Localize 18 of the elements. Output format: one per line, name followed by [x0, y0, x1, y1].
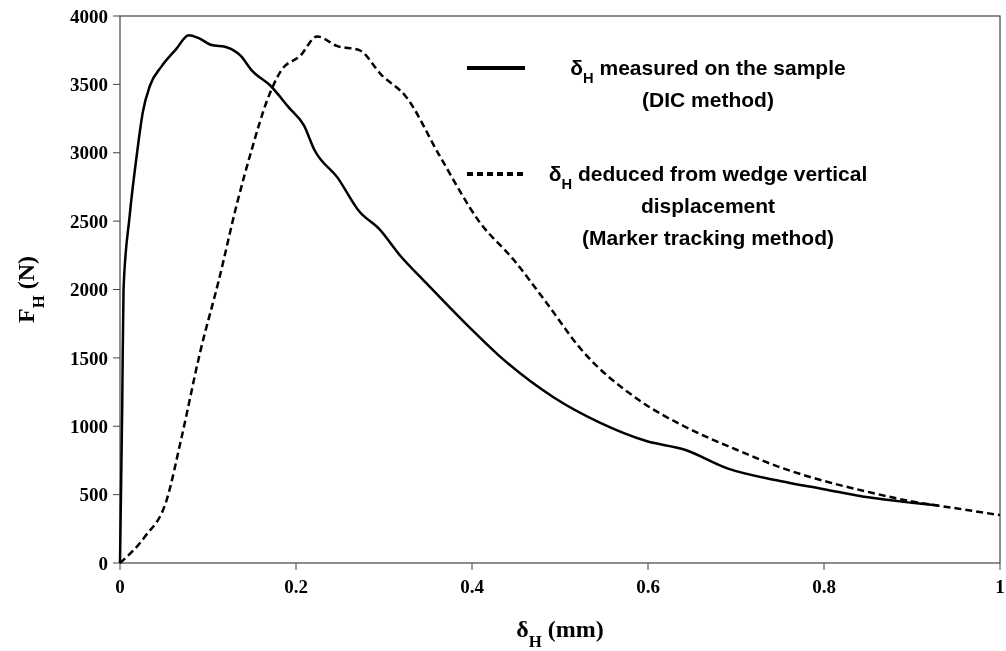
y-tick-label: 3000	[70, 142, 108, 164]
x-tick-label: 0.2	[284, 576, 308, 597]
y-tick-label: 3500	[70, 74, 108, 96]
x-tick-label: 0.4	[460, 576, 485, 597]
y-tick-label: 1000	[70, 415, 108, 437]
x-axis-title: δ$_{H}$ (mm)	[516, 616, 604, 651]
y-tick-label: 0	[98, 552, 108, 574]
legend-label: δ$_{H}$ deduced from wedge vertical displacement (Marker tracking method)	[548, 162, 868, 249]
legend-label: δ$_{H}$ measured on the sample (DIC method)	[570, 56, 846, 111]
y-tick-label: 1500	[70, 347, 108, 369]
y-tick-label: 2500	[70, 210, 108, 232]
x-tick-label: 1	[995, 576, 1005, 597]
y-tick-label: 500	[79, 484, 108, 506]
x-tick-label: 0.8	[812, 576, 836, 597]
x-tick-label: 0	[115, 576, 125, 597]
y-tick-label: 4000	[70, 5, 108, 27]
x-tick-label: 0.6	[636, 576, 660, 597]
y-tick-label: 2000	[70, 279, 108, 301]
